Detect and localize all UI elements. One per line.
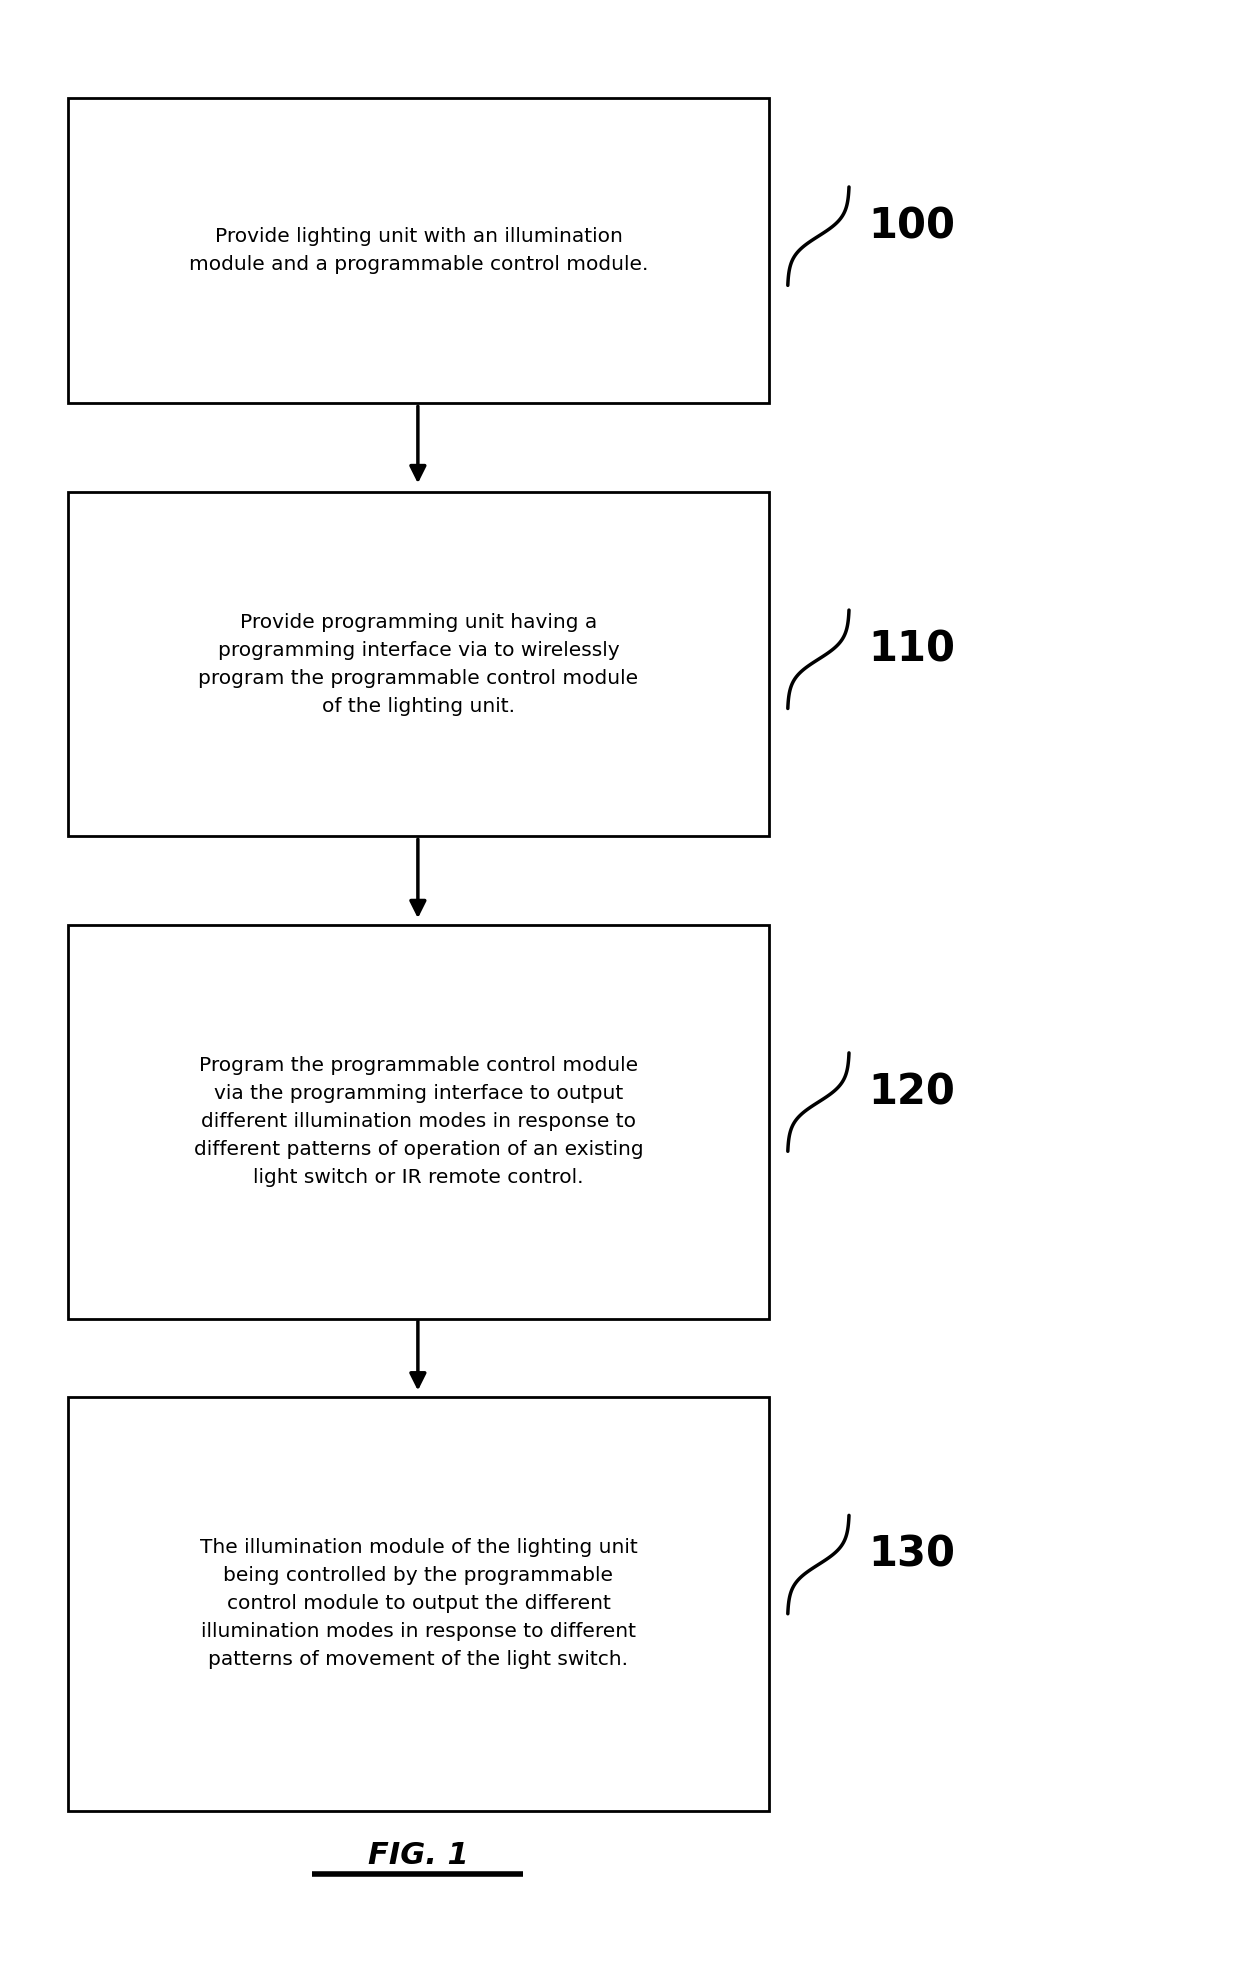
Text: Provide lighting unit with an illumination
module and a programmable control mod: Provide lighting unit with an illuminati… (188, 228, 649, 274)
Text: 130: 130 (868, 1533, 955, 1576)
Text: Program the programmable control module
via the programming interface to output
: Program the programmable control module … (193, 1057, 644, 1187)
Text: The illumination module of the lighting unit
being controlled by the programmabl: The illumination module of the lighting … (200, 1539, 637, 1669)
FancyBboxPatch shape (68, 492, 769, 836)
Text: Provide programming unit having a
programming interface via to wirelessly
progra: Provide programming unit having a progra… (198, 612, 639, 716)
Text: 100: 100 (868, 205, 955, 248)
FancyBboxPatch shape (68, 98, 769, 403)
FancyBboxPatch shape (68, 1397, 769, 1811)
Text: FIG. 1: FIG. 1 (367, 1840, 469, 1870)
FancyBboxPatch shape (68, 925, 769, 1319)
Text: 110: 110 (868, 628, 955, 671)
Text: 120: 120 (868, 1071, 955, 1114)
